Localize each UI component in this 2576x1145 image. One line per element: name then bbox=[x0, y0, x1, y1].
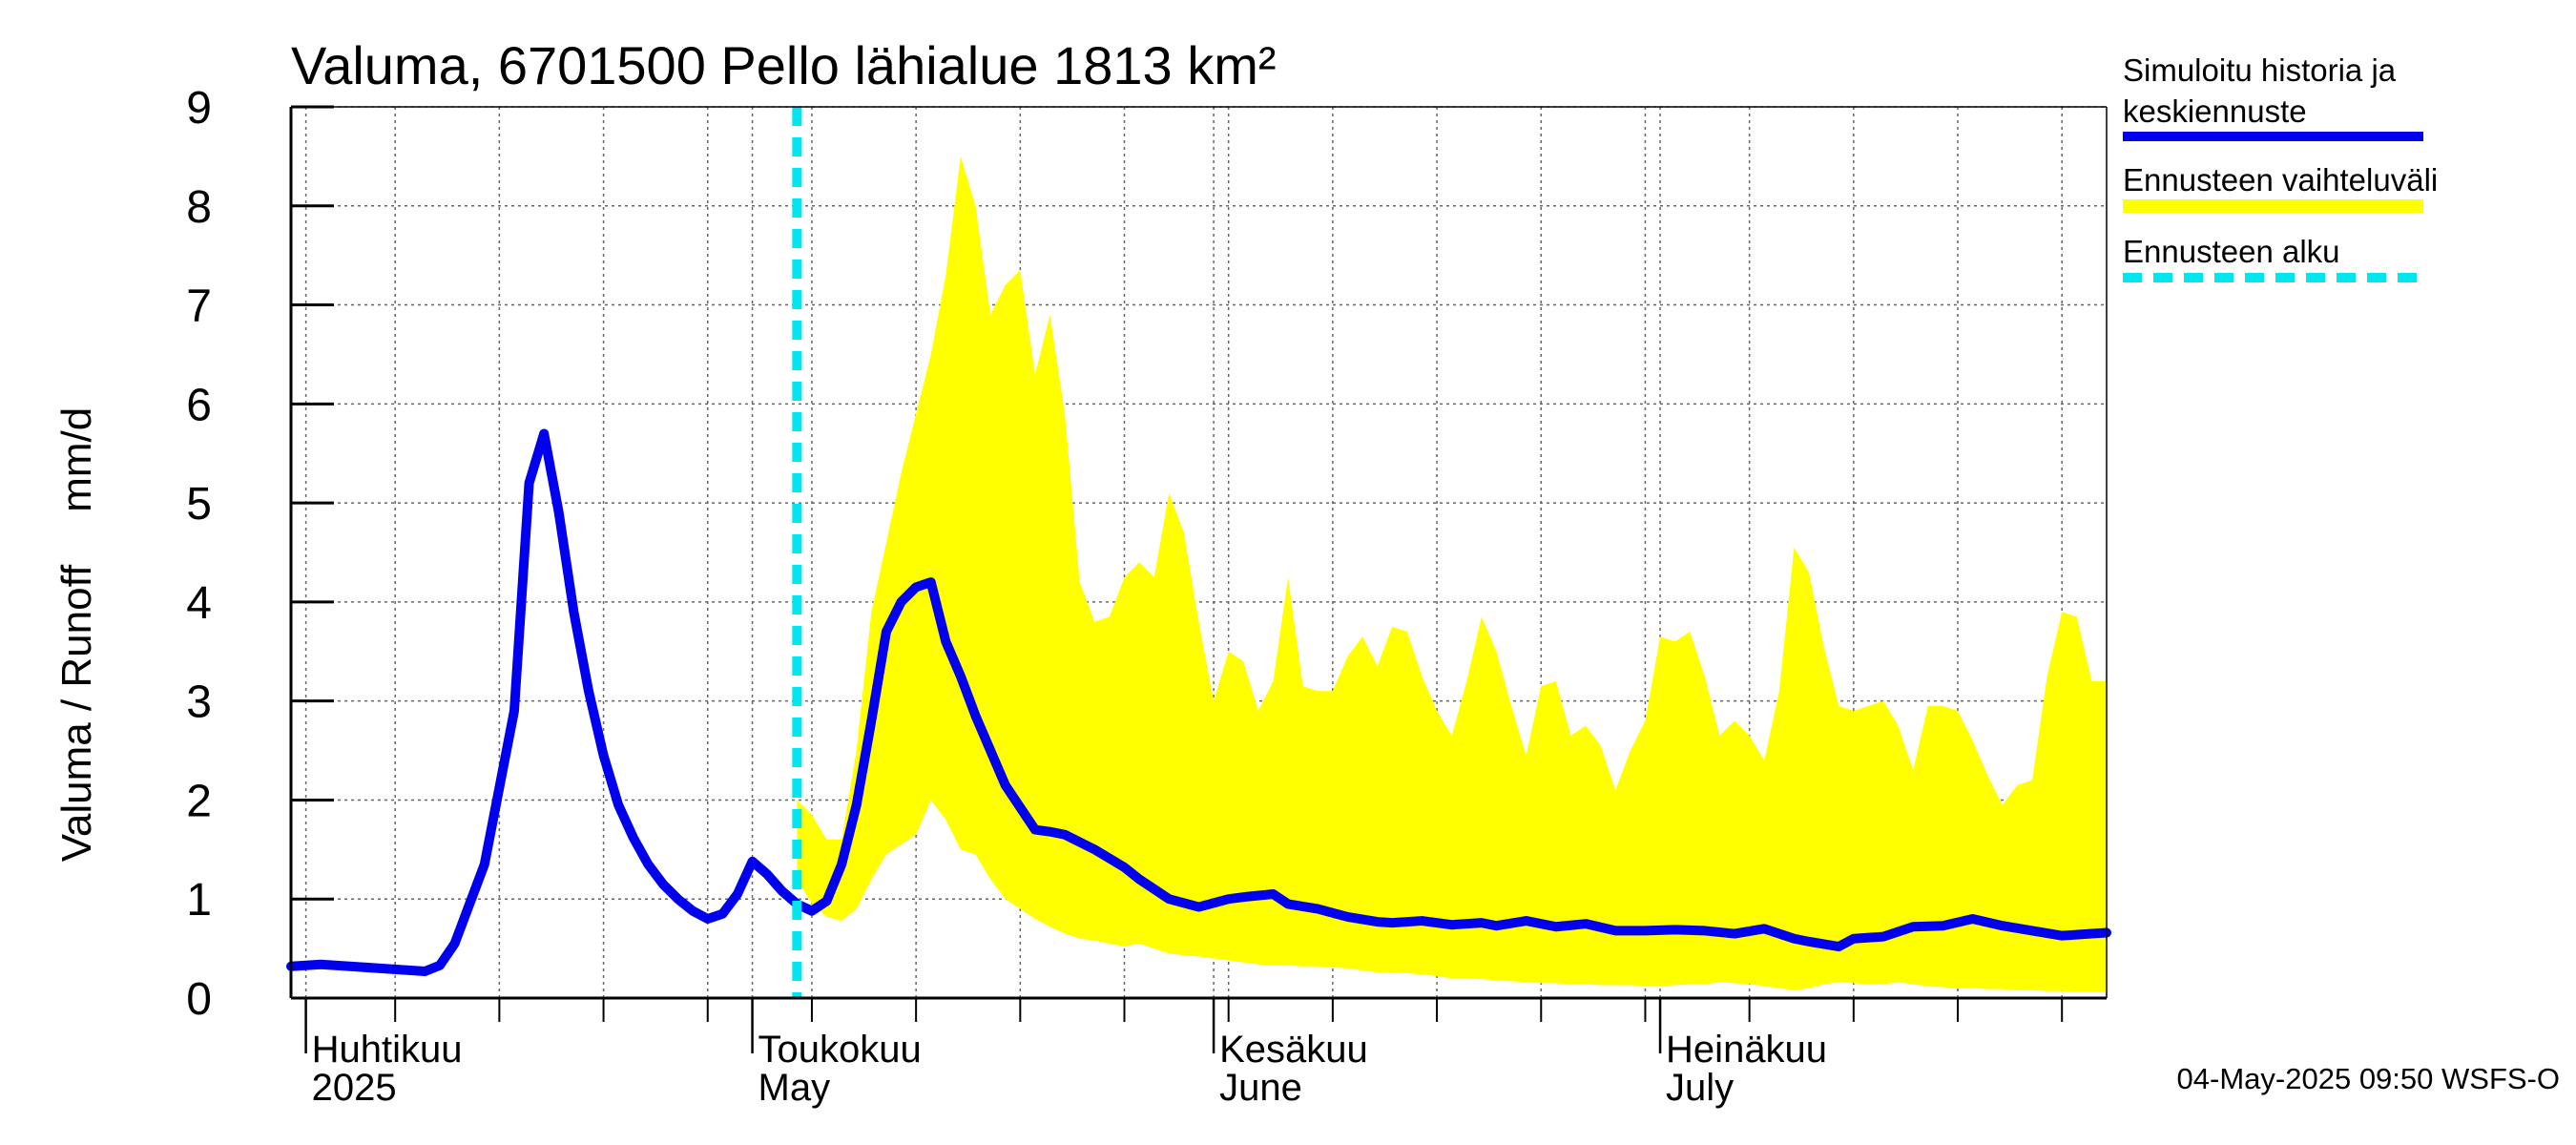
footer-timestamp: 04-May-2025 09:50 WSFS-O bbox=[2177, 1062, 2560, 1095]
y-tick-label: 7 bbox=[186, 281, 212, 332]
simulated-runoff-line bbox=[286, 428, 2111, 976]
y-tick-label: 0 bbox=[186, 974, 212, 1025]
legend-label-range: Ennusteen vaihteluväli bbox=[2123, 162, 2438, 198]
axes bbox=[289, 105, 2108, 1053]
x-month-label-secondary: July bbox=[1666, 1067, 1734, 1109]
x-month-label: Toukokuu bbox=[758, 1029, 922, 1071]
legend-label-simulated-line2: keskiennuste bbox=[2123, 94, 2307, 129]
y-tick-label: 5 bbox=[186, 479, 212, 530]
y-tick-label: 6 bbox=[186, 380, 212, 430]
y-tick-label: 8 bbox=[186, 182, 212, 233]
x-month-label: Huhtikuu bbox=[312, 1029, 463, 1071]
y-tick-label: 9 bbox=[186, 83, 212, 134]
x-month-label: Kesäkuu bbox=[1219, 1029, 1368, 1071]
legend-label-simulated-line1: Simuloitu historia ja bbox=[2123, 52, 2397, 88]
y-tick-label: 3 bbox=[186, 677, 212, 728]
forecast-range-band bbox=[797, 156, 2107, 992]
simulated-runoff-series bbox=[286, 428, 2111, 976]
x-month-label-secondary: 2025 bbox=[312, 1067, 397, 1109]
y-axis-label: Valuma / Runoffmm/d bbox=[53, 407, 100, 862]
y-tick-label: 4 bbox=[186, 578, 212, 629]
x-month-label: Heinäkuu bbox=[1666, 1029, 1827, 1071]
chart-title: Valuma, 6701500 Pello lähialue 1813 km² bbox=[291, 35, 1277, 95]
y-tick-label: 2 bbox=[186, 776, 212, 826]
x-month-label-secondary: June bbox=[1219, 1067, 1302, 1109]
legend-label-forecast-start: Ennusteen alku bbox=[2123, 234, 2340, 269]
forecast-range-area bbox=[797, 156, 2107, 992]
y-tick-labels: 0 1 2 3 4 5 6 7 8 9 bbox=[186, 83, 212, 1025]
y-tick-label: 1 bbox=[186, 875, 212, 926]
legend: Simuloitu historia ja keskiennuste Ennus… bbox=[2123, 52, 2438, 282]
x-month-label-secondary: May bbox=[758, 1067, 831, 1109]
